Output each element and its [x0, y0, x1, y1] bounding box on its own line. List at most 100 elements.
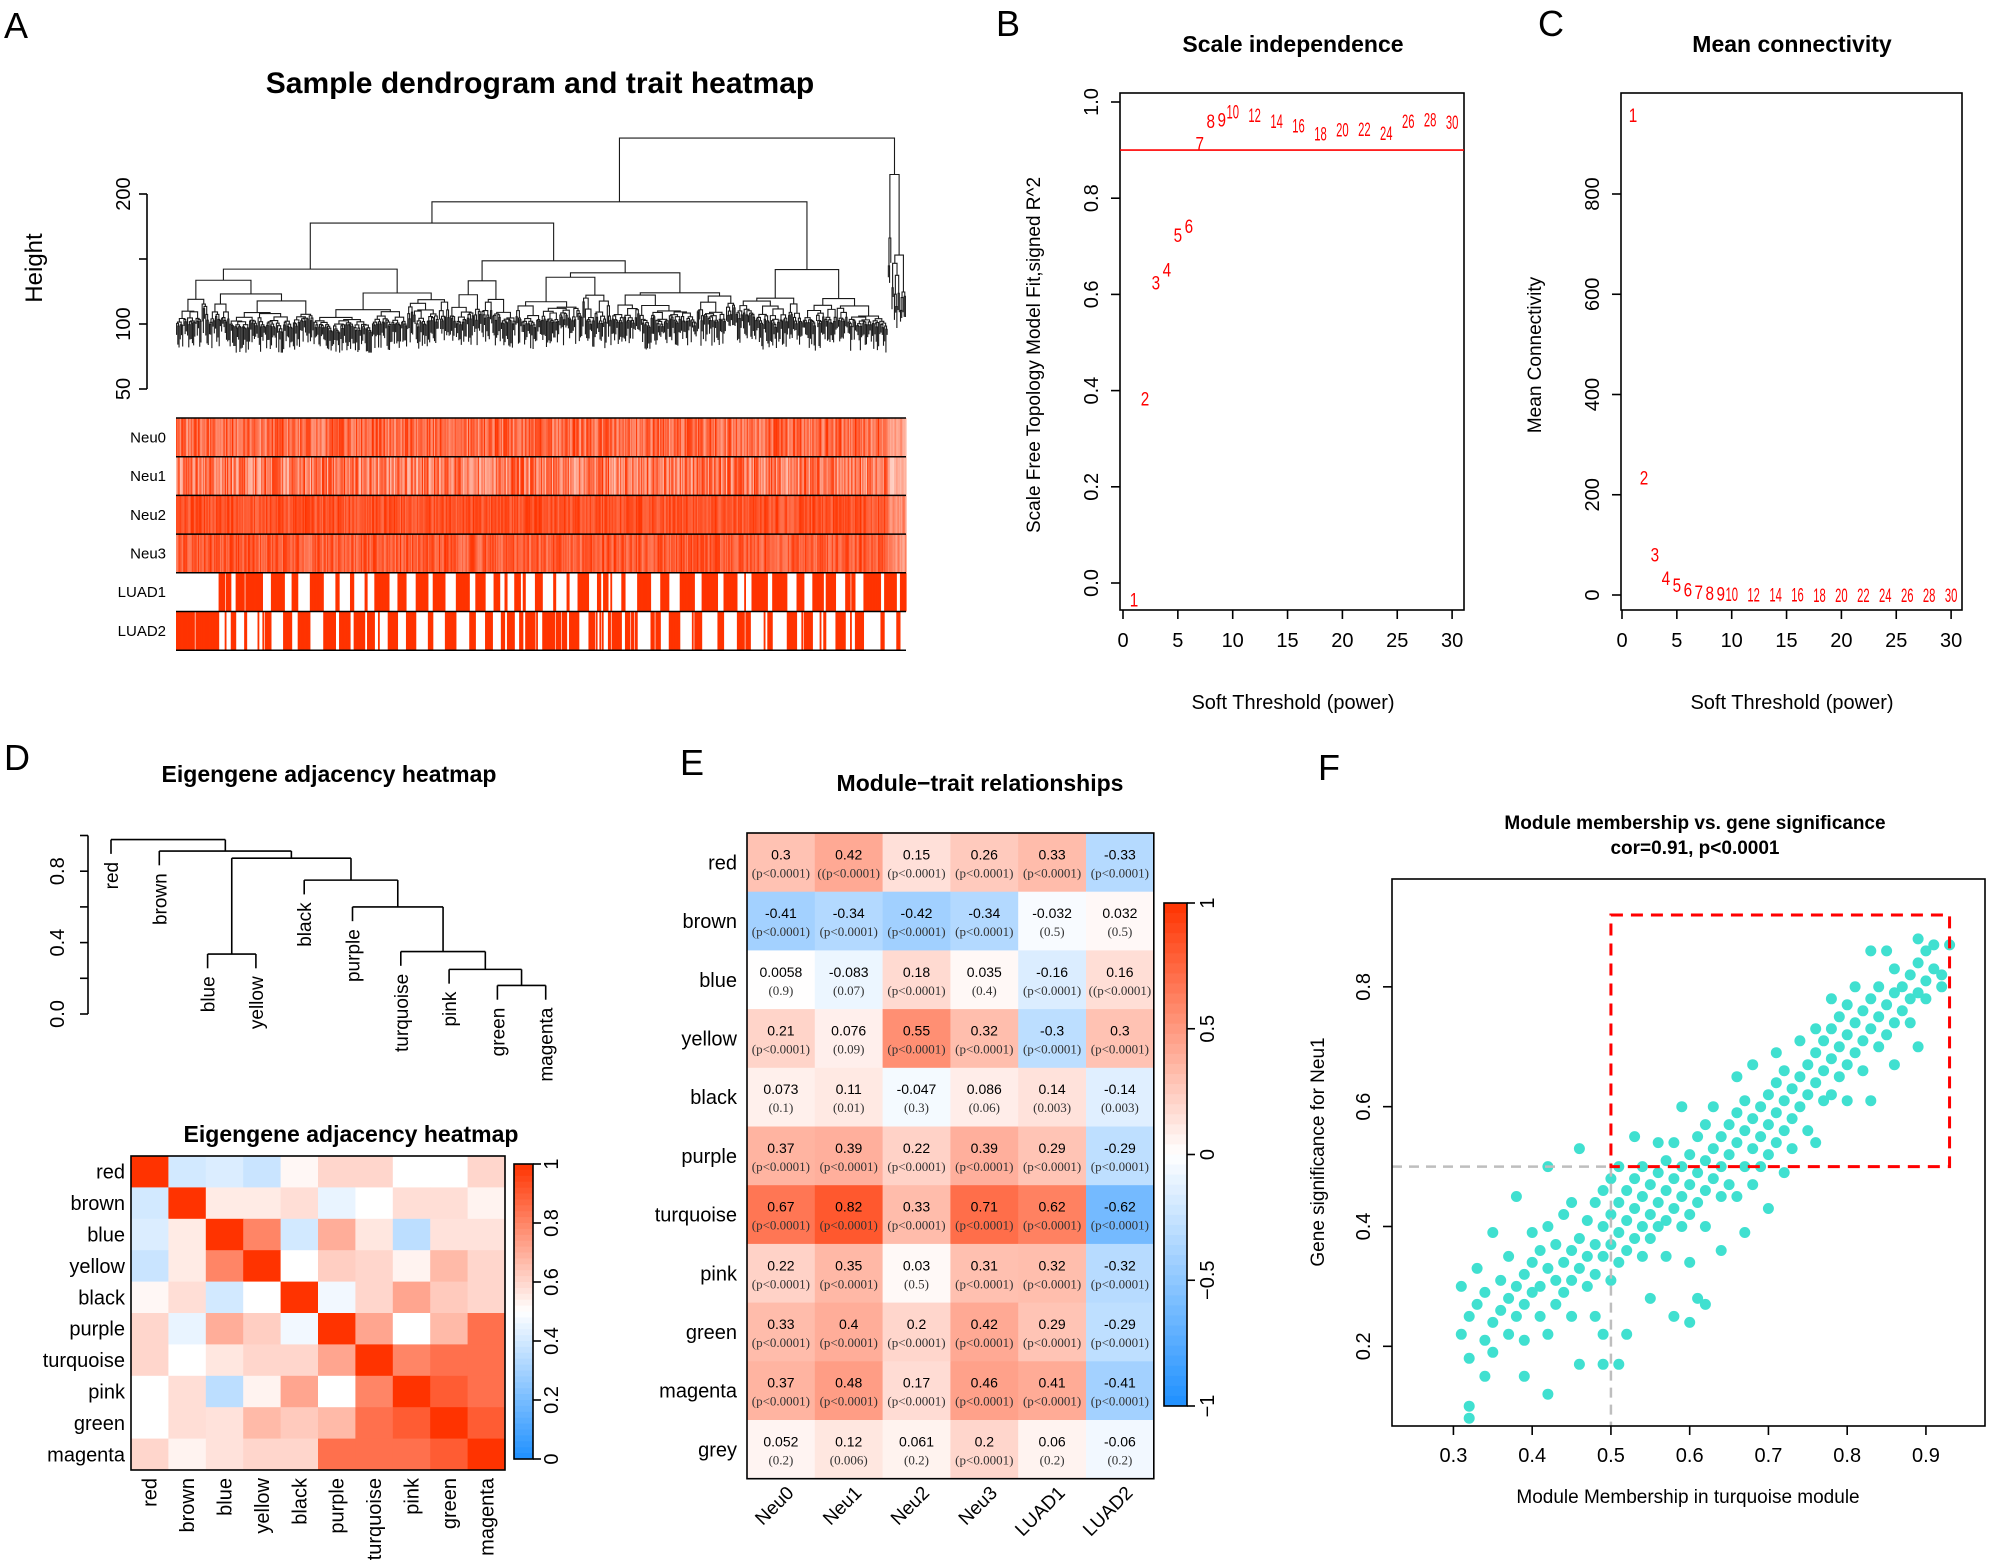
trait-cell	[623, 495, 626, 535]
dendrogram-branch	[475, 319, 478, 346]
trait-cell	[802, 418, 805, 457]
trait-cell	[409, 495, 412, 535]
adjacency-cell	[243, 1407, 282, 1440]
trait-cell	[604, 418, 607, 457]
trait-cell	[497, 495, 500, 535]
adjacency-cell	[280, 1375, 319, 1408]
trait-cell	[886, 418, 889, 457]
trait-cell	[486, 611, 489, 651]
trait-cell	[628, 611, 631, 651]
trait-cell	[438, 534, 441, 573]
panel-d-y-tick-label: 0.4	[47, 929, 69, 957]
module-trait-cell	[950, 1185, 1019, 1245]
trait-cell	[458, 418, 461, 457]
trait-cell	[798, 572, 801, 612]
trait-cell	[773, 534, 776, 573]
gene-point	[1786, 1113, 1798, 1125]
trait-cell	[214, 418, 217, 457]
dendrogram-branch	[212, 320, 215, 334]
trait-cell	[259, 572, 262, 612]
trait-cell	[677, 456, 680, 496]
trait-cell	[614, 418, 616, 457]
dendrogram-branch	[354, 324, 360, 329]
trait-cell	[641, 418, 644, 457]
trait-cell	[583, 418, 586, 457]
trait-cell	[815, 495, 818, 535]
trait-cell	[687, 495, 689, 535]
trait-cell	[324, 534, 327, 573]
dendrogram-branch	[894, 274, 900, 295]
trait-cell	[763, 456, 766, 496]
trait-cell	[188, 418, 190, 457]
trait-cell	[835, 611, 838, 651]
trait-cell	[899, 534, 902, 573]
trait-cell	[624, 534, 627, 573]
trait-cell	[570, 418, 573, 457]
adjacency-cell	[355, 1313, 394, 1345]
trait-cell	[332, 418, 335, 457]
trait-cell	[584, 572, 587, 612]
trait-cell	[560, 456, 563, 496]
trait-cell	[347, 534, 350, 573]
trait-cell	[241, 495, 244, 535]
trait-cell	[392, 495, 395, 535]
trait-cell	[180, 611, 183, 651]
panel-f-x-tick-label: 0.4	[1518, 1445, 1546, 1467]
trait-cell	[762, 534, 765, 573]
panel-b-ylabel: Scale Free Topology Model Fit,signed R^2	[1024, 177, 1045, 533]
trait-cell	[323, 611, 326, 651]
trait-cell	[878, 534, 880, 573]
trait-cell	[522, 495, 525, 535]
dendrogram-branch	[584, 308, 592, 335]
trait-cell	[481, 534, 484, 573]
trait-cell	[898, 611, 901, 651]
p-value: (p<0.0001)	[887, 924, 945, 939]
trait-cell	[795, 534, 798, 573]
trait-cell	[415, 418, 418, 457]
trait-cell	[437, 456, 440, 496]
adjacency-cell	[205, 1156, 244, 1188]
trait-cell	[778, 495, 781, 535]
trait-cell	[769, 534, 772, 573]
module-leaf-label: blue	[199, 976, 220, 1012]
trait-cell	[770, 418, 773, 457]
panel-b-y-tick-label: 1.0	[1081, 88, 1103, 116]
trait-cell	[796, 534, 799, 573]
trait-cell	[348, 534, 351, 573]
gene-point	[1849, 981, 1861, 993]
colorbar-segment	[514, 1317, 533, 1324]
trait-cell	[414, 534, 417, 573]
trait-cell	[387, 456, 390, 496]
module-leaf-label: black	[295, 902, 316, 947]
trait-cell	[687, 418, 689, 457]
trait-cell	[837, 456, 840, 496]
dendrogram-branch	[716, 321, 719, 340]
trait-cell	[729, 572, 732, 612]
trait-cell	[555, 456, 558, 496]
trait-cell	[225, 418, 228, 457]
trait-cell	[620, 456, 622, 496]
dendrogram-branch	[576, 310, 580, 318]
dendrogram-branch	[297, 321, 301, 347]
trait-cell	[390, 418, 392, 457]
trait-cell	[873, 418, 875, 457]
correlation-value: 0.16	[1106, 964, 1133, 980]
gene-point	[1794, 1035, 1806, 1047]
gene-point	[1550, 1239, 1562, 1250]
trait-cell	[626, 611, 628, 651]
panel-f-x-tick-label: 0.6	[1676, 1445, 1704, 1467]
trait-cell	[221, 534, 223, 573]
dendrogram-branch	[457, 316, 465, 322]
trait-cell	[847, 572, 850, 612]
trait-cell	[595, 534, 598, 573]
trait-cell	[262, 611, 265, 651]
trait-cell	[604, 456, 607, 496]
trait-cell	[307, 456, 310, 496]
panel-c-power-label: 18	[1813, 586, 1826, 607]
trait-cell	[186, 456, 189, 496]
trait-cell	[769, 418, 772, 457]
trait-cell	[269, 611, 272, 651]
gene-point	[1526, 1286, 1538, 1298]
trait-cell	[245, 534, 248, 573]
